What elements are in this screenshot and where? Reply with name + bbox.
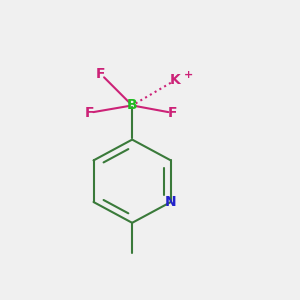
Text: F: F (84, 106, 94, 120)
Text: N: N (165, 195, 177, 209)
Text: B: B (127, 98, 137, 112)
Text: K: K (170, 73, 181, 87)
Text: F: F (96, 67, 106, 81)
Text: F: F (167, 106, 177, 120)
Text: +: + (184, 70, 193, 80)
